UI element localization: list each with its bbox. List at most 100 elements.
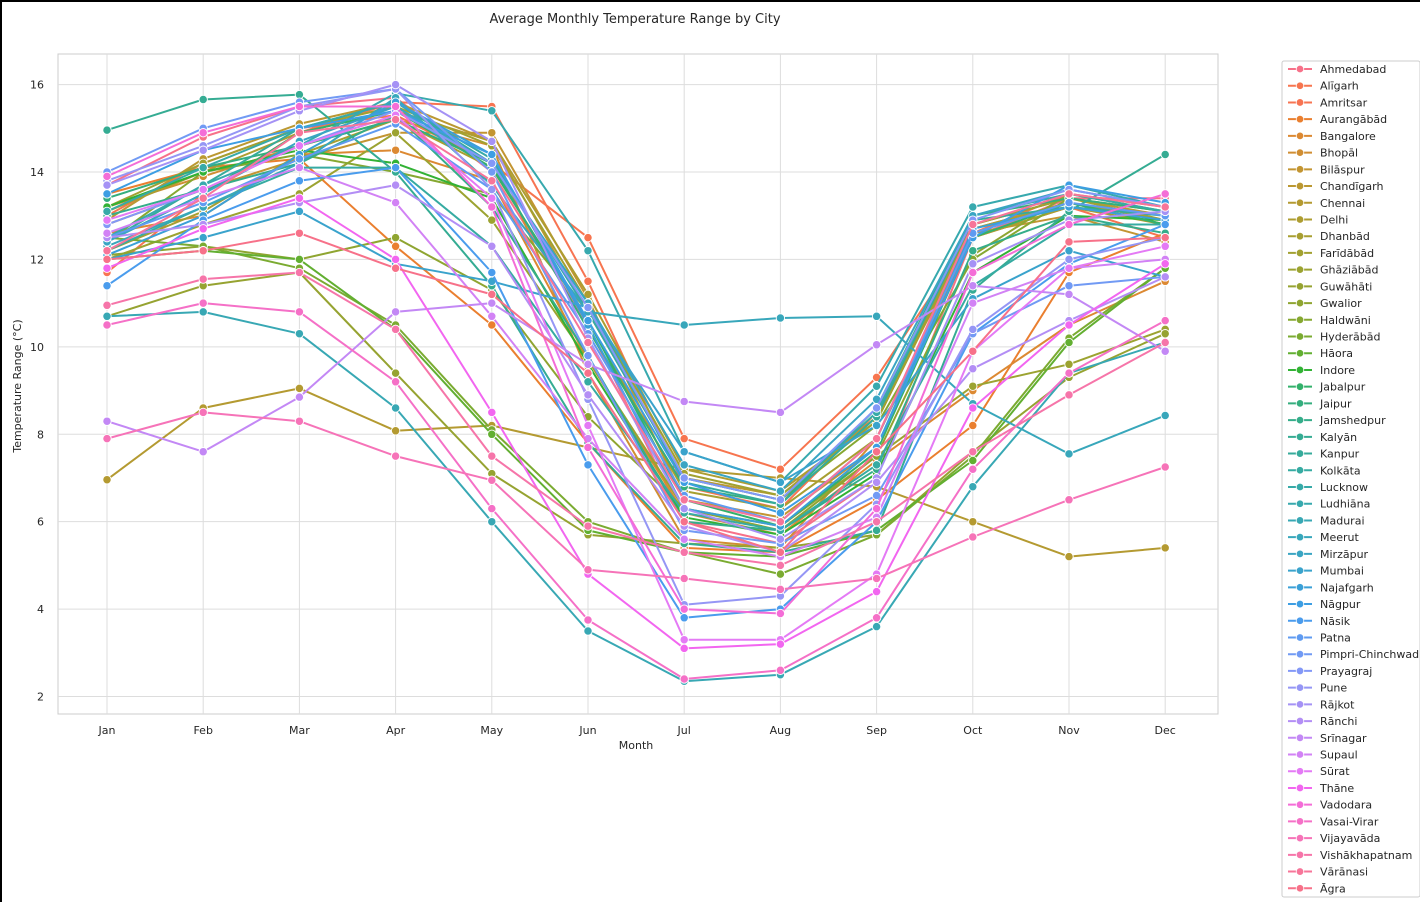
legend-marker bbox=[1295, 499, 1305, 508]
legend-label: Indore bbox=[1320, 364, 1355, 377]
data-point bbox=[294, 101, 305, 112]
data-point bbox=[390, 324, 401, 335]
data-point bbox=[487, 517, 497, 527]
data-point bbox=[487, 149, 497, 160]
legend-label: Alīgarh bbox=[1320, 80, 1359, 93]
data-point bbox=[487, 298, 497, 308]
data-point bbox=[679, 503, 689, 514]
data-point bbox=[583, 442, 593, 453]
legend-marker bbox=[1295, 532, 1305, 542]
data-point bbox=[390, 426, 401, 436]
legend-label: Prayagraj bbox=[1320, 665, 1372, 678]
data-point bbox=[102, 215, 112, 225]
data-point bbox=[294, 329, 305, 339]
data-point bbox=[198, 128, 208, 138]
series-line bbox=[106, 131, 1166, 528]
data-point bbox=[775, 517, 786, 527]
legend-label: Jabalpur bbox=[1319, 381, 1366, 394]
legend-label: Vishākhapatnam bbox=[1320, 849, 1412, 862]
legend-entry: Kanpur bbox=[1288, 448, 1360, 461]
data-point bbox=[679, 573, 689, 584]
data-point bbox=[390, 197, 401, 208]
legend-label: Rājkot bbox=[1320, 698, 1355, 711]
legend-entry: Rānchi bbox=[1288, 715, 1357, 728]
legend-marker bbox=[1295, 767, 1305, 776]
data-point bbox=[1160, 241, 1170, 251]
data-point bbox=[294, 154, 305, 164]
legend-label: Chandīgarh bbox=[1320, 180, 1383, 193]
series-line bbox=[106, 88, 1166, 545]
series-line bbox=[106, 105, 1166, 493]
legend-marker bbox=[1295, 114, 1305, 124]
legend-marker bbox=[1295, 599, 1305, 609]
series-line bbox=[106, 88, 1166, 606]
legend-entry: Hāora bbox=[1288, 347, 1353, 360]
legend-entry: Alīgarh bbox=[1288, 80, 1359, 93]
legend-marker bbox=[1295, 633, 1305, 642]
legend-entry: Lucknow bbox=[1288, 481, 1368, 494]
legend-entry: Jaipur bbox=[1288, 397, 1352, 410]
series-line bbox=[106, 105, 1166, 615]
data-point bbox=[775, 639, 786, 649]
data-point bbox=[198, 246, 208, 256]
legend-entry: Delhi bbox=[1288, 213, 1348, 226]
data-point bbox=[679, 495, 689, 505]
x-tick-label: Jul bbox=[677, 724, 691, 737]
legend-entry: Chennai bbox=[1288, 197, 1365, 210]
data-point bbox=[294, 228, 305, 238]
legend-entry: Vasai-Virar bbox=[1288, 815, 1379, 828]
legend-entry: Chandīgarh bbox=[1288, 180, 1383, 193]
series-line bbox=[106, 184, 1166, 554]
data-point bbox=[968, 346, 978, 356]
legend-entry: Vārānasi bbox=[1288, 866, 1368, 879]
legend-marker bbox=[1295, 131, 1305, 141]
legend: Ahmedabad Alīgarh Amritsar Aurangābād Bangal… bbox=[1281, 60, 1420, 898]
y-ticks: 2 4 6 8 10 12 14 16 bbox=[30, 79, 44, 704]
data-point bbox=[775, 584, 786, 595]
data-point bbox=[102, 189, 112, 199]
legend-entry: Mumbai bbox=[1288, 565, 1364, 578]
series-line bbox=[106, 411, 1166, 591]
data-point bbox=[198, 232, 208, 243]
legend-marker bbox=[1295, 399, 1305, 408]
data-point bbox=[583, 302, 593, 313]
legend-entry: Madurai bbox=[1288, 514, 1365, 527]
data-point bbox=[390, 307, 401, 317]
series-line bbox=[106, 310, 1166, 683]
legend-label: Sūrat bbox=[1320, 765, 1350, 778]
chart-title: Average Monthly Temperature Range by Cit… bbox=[489, 12, 780, 27]
x-ticks: Jan Feb Mar Apr May Jun Jul Aug Sep Oct Nov Dec bbox=[98, 724, 1176, 737]
legend-entry: Dhanbād bbox=[1288, 230, 1370, 243]
legend-marker bbox=[1295, 248, 1305, 258]
data-point bbox=[679, 604, 689, 614]
data-point bbox=[1064, 320, 1074, 330]
y-axis-title: Temperature Range (°C) bbox=[11, 319, 24, 453]
legend-marker bbox=[1295, 466, 1305, 475]
data-point bbox=[871, 573, 882, 584]
series-line bbox=[106, 236, 1166, 576]
data-point bbox=[871, 477, 882, 487]
legend-entry: Najafgarh bbox=[1288, 581, 1374, 594]
x-tick-label: Nov bbox=[1058, 724, 1080, 737]
data-point bbox=[487, 176, 497, 186]
data-point bbox=[487, 429, 497, 439]
data-point bbox=[679, 674, 689, 684]
legend-label: Farīdābād bbox=[1320, 247, 1374, 260]
x-tick-label: Jun bbox=[578, 724, 596, 737]
legend-entry: Pimpri-Chinchwad bbox=[1288, 648, 1419, 661]
legend-box bbox=[1281, 60, 1420, 898]
data-point bbox=[1064, 197, 1074, 208]
data-point bbox=[1160, 272, 1170, 282]
legend-marker bbox=[1295, 282, 1305, 291]
legend-entry: Ghāziābād bbox=[1288, 264, 1379, 277]
legend-label: Vijayavāda bbox=[1320, 832, 1380, 845]
data-point bbox=[583, 615, 593, 625]
legend-entry: Ahmedabad bbox=[1288, 63, 1386, 76]
legend-entry: Jamshedpur bbox=[1288, 414, 1386, 427]
data-point bbox=[102, 475, 112, 485]
y-tick-label: 12 bbox=[30, 253, 44, 266]
legend-marker bbox=[1295, 98, 1305, 107]
data-point bbox=[294, 162, 305, 173]
legend-marker bbox=[1295, 683, 1305, 692]
legend-label: Guwāhāti bbox=[1320, 280, 1372, 293]
